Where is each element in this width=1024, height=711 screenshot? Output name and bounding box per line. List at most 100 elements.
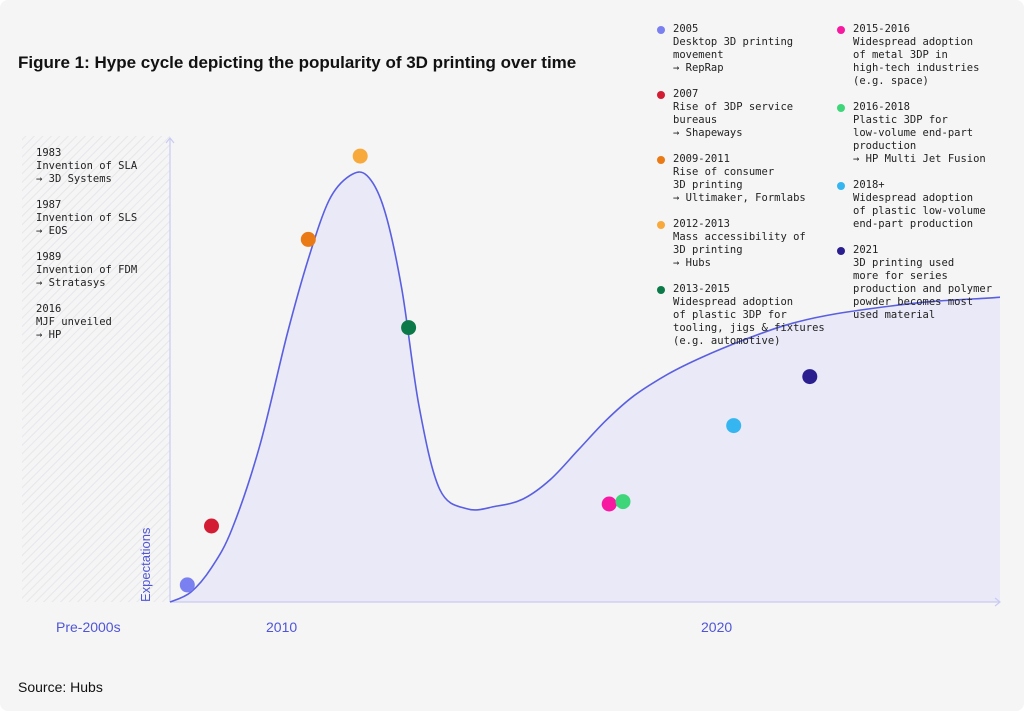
legend-item: 2012-2013 Mass accessibility of 3D printin…: [657, 218, 825, 270]
legend-item-year: 2007: [673, 88, 699, 100]
pre-milestone-year: 1989: [36, 251, 62, 263]
legend-item-line: powder becomes most: [853, 296, 974, 308]
legend-item-line: of plastic 3DP for: [673, 309, 787, 321]
milestone-points: [179, 148, 818, 593]
milestone-point-2021: [802, 369, 818, 385]
hype-curve-line: [169, 171, 1001, 603]
legend-dot-icon: [837, 104, 845, 112]
legend-dot-icon: [657, 91, 665, 99]
legend-item: 2013-2015 Widespread adoption of plastic 3…: [657, 283, 825, 348]
legend-item-line: production and polymer: [853, 283, 993, 295]
legend-item-line: of metal 3DP in: [853, 49, 948, 61]
legend-item-line: Plastic 3DP for: [853, 114, 948, 126]
pre-milestone-line: Invention of SLS: [36, 212, 138, 224]
pre-milestone-year: 1983: [36, 147, 62, 159]
pre-milestone-line: Invention of FDM: [36, 264, 138, 276]
milestone-point-2018+: [726, 418, 742, 434]
legend-dot-icon: [657, 156, 665, 164]
pre-milestone-line: Invention of SLA: [36, 160, 138, 172]
legend-item-line: Desktop 3D printing: [673, 36, 794, 48]
y-axis-arrow: [165, 137, 175, 144]
milestone-point-2012-2013: [352, 148, 368, 164]
legend-column-1: 2005 Desktop 3D printing movement → RepRap 2…: [657, 23, 825, 361]
legend-item-line: high-tech industries: [853, 62, 980, 74]
milestone-point-2007: [204, 518, 219, 534]
legend-dot-icon: [657, 286, 665, 294]
legend-dot-icon: [837, 247, 845, 255]
milestone-point-2015-2016: [601, 496, 617, 512]
legend-item-year: 2021: [853, 244, 879, 256]
pre-milestone-line: → HP: [36, 329, 62, 341]
pre-milestone-line: MJF unveiled: [36, 316, 112, 328]
pre-milestone: 1987 Invention of SLS → EOS: [36, 199, 166, 238]
legend-item-line: more for series: [853, 270, 948, 282]
pre-milestone: 1989 Invention of FDM → Stratasys: [36, 251, 166, 290]
legend-dot-icon: [657, 221, 665, 229]
legend-item-line: → Shapeways: [673, 127, 743, 139]
legend-item-line: 3D printing: [673, 179, 743, 191]
legend-item: 2021 3D printing used more for series produ…: [837, 244, 992, 322]
legend-item-line: 3D printing: [673, 244, 743, 256]
legend-item-line: Widespread adoption: [673, 296, 794, 308]
legend-item-year: 2018+: [853, 179, 885, 191]
milestone-point-2013-2015: [401, 320, 417, 336]
curve-area-fill: [170, 172, 1000, 602]
pre-milestone: 1983 Invention of SLA → 3D Systems: [36, 147, 166, 186]
legend-item-year: 2009-2011: [673, 153, 730, 165]
legend-item-line: low-volume end-part: [853, 127, 974, 139]
legend-item-line: Rise of 3DP service: [673, 101, 794, 113]
legend-item: 2015-2016 Widespread adoption of metal 3DP…: [837, 23, 992, 88]
legend-dot-icon: [837, 182, 845, 190]
legend-item-line: (e.g. space): [853, 75, 929, 87]
milestone-point-2009-2011: [300, 231, 316, 247]
legend-dot-icon: [657, 26, 665, 34]
pre-2000s-milestones: 1983 Invention of SLA → 3D Systems 1987 …: [36, 147, 166, 355]
y-axis-label: Expectations: [138, 527, 153, 602]
legend-item-line: → RepRap: [673, 62, 724, 74]
legend-item-line: production: [853, 140, 917, 152]
legend-item-line: Widespread adoption: [853, 192, 974, 204]
legend-item-line: of plastic low-volume: [853, 205, 986, 217]
legend-item-line: → HP Multi Jet Fusion: [853, 153, 986, 165]
pre-milestone-line: → 3D Systems: [36, 173, 112, 185]
legend-item-line: end-part production: [853, 218, 974, 230]
pre-2000s-hatched-region: [22, 136, 170, 602]
legend-item-year: 2015-2016: [853, 23, 910, 35]
legend-item: 2005 Desktop 3D printing movement → RepRap: [657, 23, 825, 75]
legend-item: 2007 Rise of 3DP service bureaus → Shapeway…: [657, 88, 825, 140]
chart-title: Figure 1: Hype cycle depicting the popul…: [18, 53, 577, 72]
milestone-point-2016-2018: [615, 494, 631, 510]
legend-item-line: movement: [673, 49, 724, 61]
pre-milestone-year: 1987: [36, 199, 62, 211]
legend-item-year: 2016-2018: [853, 101, 910, 113]
legend-item: 2009-2011 Rise of consumer 3D printing → Ul…: [657, 153, 825, 205]
pre-milestone-line: → Stratasys: [36, 277, 106, 289]
milestone-point-2005: [179, 577, 195, 593]
pre-milestone: 2016 MJF unveiled → HP: [36, 303, 166, 342]
legend-item-line: Rise of consumer: [673, 166, 775, 178]
pre-milestone-year: 2016: [36, 303, 62, 315]
legend-item-year: 2013-2015: [673, 283, 730, 295]
legend-column-2: 2015-2016 Widespread adoption of metal 3DP…: [837, 23, 992, 335]
legend-item-line: Widespread adoption: [853, 36, 974, 48]
source-note: Source: Hubs: [18, 679, 103, 695]
legend-item: 2018+ Widespread adoption of plastic low-v…: [837, 179, 992, 231]
legend-item-line: → Ultimaker, Formlabs: [673, 192, 806, 204]
legend-item-line: bureaus: [673, 114, 718, 126]
legend-item-line: tooling, jigs & fixtures: [673, 322, 825, 334]
x-axis-arrow: [994, 597, 1001, 607]
x-tick-label-2010: 2010: [266, 619, 298, 635]
legend-item-line: used material: [853, 309, 936, 321]
x-tick-label-pre-2000s: Pre-2000s: [56, 619, 121, 635]
legend-item: 2016-2018 Plastic 3DP for low-volume end-p…: [837, 101, 992, 166]
legend-item-line: 3D printing used: [853, 257, 955, 269]
legend-item-year: 2012-2013: [673, 218, 730, 230]
legend-item-line: (e.g. automotive): [673, 335, 781, 347]
legend-item-line: Mass accessibility of: [673, 231, 806, 243]
x-tick-label-2020: 2020: [701, 619, 733, 635]
pre-milestone-line: → EOS: [36, 225, 68, 237]
legend-item-line: → Hubs: [673, 257, 711, 269]
legend-dot-icon: [837, 26, 845, 34]
